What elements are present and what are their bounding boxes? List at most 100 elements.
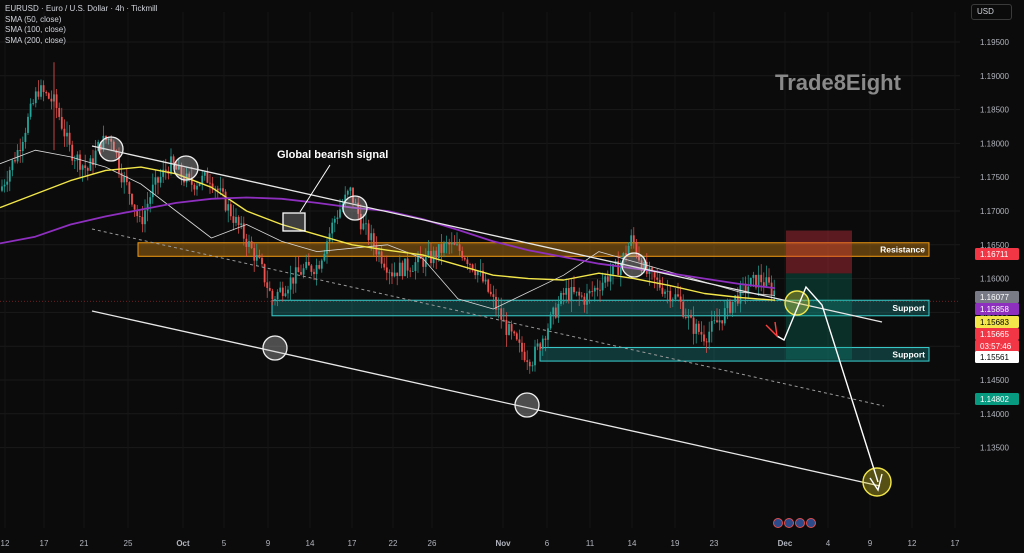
touch-point-circle [173, 155, 199, 181]
price-tick-label: 1.17500 [980, 173, 1009, 182]
candle-body [458, 244, 461, 251]
candle-body [276, 291, 279, 299]
candle-body [245, 238, 248, 247]
touch-point-circle [262, 335, 288, 361]
event-flag-icon[interactable] [795, 518, 805, 528]
candle-body [469, 264, 471, 265]
candle-body [539, 343, 542, 349]
candle-body [749, 277, 752, 287]
legend-sma200[interactable]: SMA (200, close) [5, 35, 66, 45]
projection-box [786, 230, 852, 360]
economic-events[interactable] [773, 518, 816, 528]
candle-body [302, 268, 305, 275]
candle-body [536, 343, 539, 347]
target-circle [862, 467, 892, 497]
time-tick-label: 5 [222, 539, 227, 548]
event-flag-icon[interactable] [784, 518, 794, 528]
time-tick-label: 14 [628, 539, 637, 548]
candle-body [29, 103, 32, 117]
candle-body [193, 184, 196, 190]
candle-body [513, 331, 516, 334]
candle-body [274, 298, 276, 300]
price-tags: 1.16711 1.16077 1.15858 1.15683 1.15665 03:57… [975, 248, 1019, 405]
candle-body [515, 333, 518, 340]
candle-body [760, 274, 763, 283]
candle-body [401, 262, 404, 277]
price-tag-label: 1.15858 [980, 305, 1009, 314]
candle-body [287, 289, 289, 294]
price-tick-label: 1.19500 [980, 38, 1009, 47]
candle-body [534, 346, 536, 366]
candle-body [266, 282, 269, 288]
candle-body [253, 248, 256, 261]
candle-body [367, 223, 370, 241]
candle-body [45, 92, 48, 94]
candle-body [365, 223, 367, 225]
candle-body [294, 267, 297, 284]
candle-body [406, 258, 409, 271]
candle-body [456, 244, 458, 246]
candle-body [211, 183, 214, 190]
candle-body [92, 158, 94, 166]
legend-sma100[interactable]: SMA (100, close) [5, 25, 66, 34]
legend-title[interactable]: EURUSD · Euro / U.S. Dollar · 4h · Tickm… [5, 4, 158, 13]
candle-body [237, 216, 240, 226]
candle-body [609, 274, 612, 282]
candle-body [437, 244, 440, 258]
candle-body [170, 156, 172, 174]
candle-body [565, 288, 568, 295]
candle-body [669, 290, 672, 302]
target-zone [786, 273, 852, 360]
candle-body [739, 285, 742, 304]
candle-body [398, 262, 401, 277]
legend-sma50[interactable]: SMA (50, close) [5, 14, 62, 24]
candle-body [731, 301, 734, 313]
candle-body [422, 258, 425, 267]
price-tag-bg [975, 393, 1019, 405]
price-tag-bg [975, 328, 1019, 340]
candle-body [331, 222, 334, 234]
candle-body [149, 197, 152, 204]
candle-body [427, 250, 430, 256]
candle-body [328, 233, 331, 242]
candle-body [677, 294, 679, 297]
zone-labels: Resistance Support Support [880, 245, 925, 360]
candle-body [726, 301, 729, 309]
signal-box [282, 212, 306, 232]
candle-body [502, 319, 505, 321]
candle-body [250, 241, 253, 249]
candle-body [547, 328, 549, 340]
candle-body [118, 153, 120, 173]
touch-point-circle [342, 195, 368, 221]
candle-body [97, 141, 100, 151]
event-flag-icon[interactable] [806, 518, 816, 528]
candle-body [354, 202, 357, 204]
candle-body [125, 175, 128, 183]
candle-body [687, 314, 690, 319]
event-flag-icon[interactable] [773, 518, 783, 528]
candle-body [747, 286, 750, 293]
candle-body [510, 324, 513, 332]
annotation-text: Global bearish signal [277, 149, 388, 161]
candle-body [567, 288, 570, 301]
candle-body [16, 150, 19, 162]
candle-body [323, 253, 326, 261]
candle-body [307, 261, 310, 266]
currency-button[interactable]: USD [971, 4, 1012, 20]
candle-body [770, 282, 773, 296]
candle-body [443, 243, 445, 253]
candle-body [476, 271, 479, 276]
candle-body [136, 209, 139, 217]
candle-body [492, 294, 495, 297]
candle-body [521, 342, 523, 352]
candle-body [79, 154, 81, 170]
candle-body [560, 292, 562, 304]
candle-body [635, 241, 638, 254]
candle-body [346, 190, 349, 195]
candle-body [768, 277, 770, 283]
price-tag-label: 1.14802 [980, 395, 1009, 404]
candle-body [37, 91, 40, 97]
candle-body [190, 177, 193, 185]
candle-body [94, 150, 97, 166]
